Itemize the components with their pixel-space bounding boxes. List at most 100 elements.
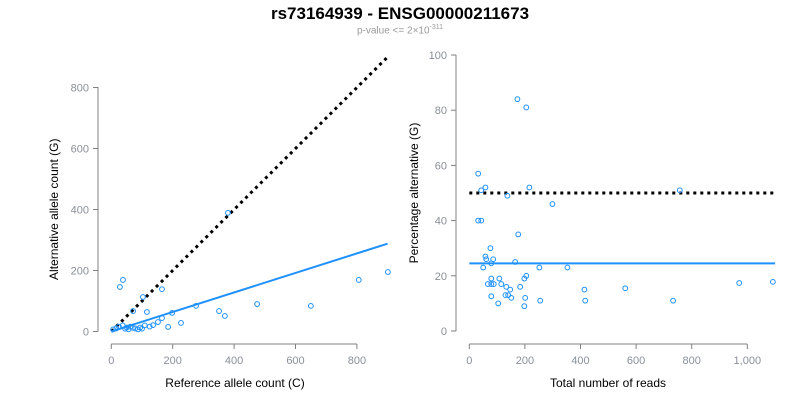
x-tick-label: 200 — [516, 355, 534, 367]
data-point — [475, 217, 482, 224]
y-tick-label: 600 — [71, 144, 89, 156]
data-point — [496, 275, 503, 282]
data-point — [159, 286, 165, 293]
x-tick-label: 800 — [683, 355, 701, 367]
data-point — [488, 275, 495, 282]
data-point — [564, 264, 571, 271]
p-value-exponent: -311 — [429, 24, 444, 31]
data-point — [307, 302, 314, 309]
x-tick-label: 0 — [108, 355, 114, 367]
panel-1: 0 200 400 600 800 0 200 400 600 800 Reference alle… — [47, 55, 391, 390]
y-axis-label: Percentage alternative (G) — [407, 123, 421, 264]
data-point — [482, 253, 489, 260]
data-point — [736, 280, 743, 286]
data-point — [165, 324, 171, 330]
data-point — [144, 309, 150, 315]
data-point — [522, 294, 529, 301]
data-point — [537, 297, 544, 304]
data-point — [225, 209, 231, 216]
data-point — [485, 281, 491, 287]
data-point — [512, 259, 519, 265]
data-point — [495, 300, 502, 307]
data-point — [482, 184, 489, 191]
data-point — [521, 303, 528, 310]
x-tick-label: 800 — [348, 355, 366, 367]
y-tick-label: 80 — [435, 105, 447, 117]
data-point — [498, 281, 505, 287]
data-point — [385, 269, 391, 275]
data-point — [475, 170, 482, 177]
data-point — [120, 277, 126, 283]
data-point — [110, 326, 117, 333]
data-point — [508, 294, 515, 301]
y-tick-label: 20 — [435, 271, 447, 283]
x-tick-label: 200 — [164, 355, 182, 367]
data-point — [139, 325, 145, 332]
data-point — [169, 309, 175, 316]
data-point — [478, 217, 485, 224]
data-point — [122, 325, 129, 332]
x-tick-label: 1,000 — [734, 355, 762, 367]
data-point — [130, 308, 136, 314]
data-point — [582, 297, 589, 304]
p-value-text: p-value <= 2×10 — [356, 25, 430, 37]
data-point — [150, 322, 156, 328]
y-tick-label: 0 — [83, 327, 89, 339]
data-point — [521, 275, 528, 282]
y-tick-label: 800 — [71, 83, 89, 95]
data-point — [523, 104, 530, 111]
x-axis-label: Total number of reads — [550, 376, 666, 390]
data-point — [193, 302, 199, 309]
data-point — [146, 323, 153, 330]
x-tick-label: 0 — [466, 355, 472, 367]
data-point — [507, 286, 514, 293]
x-tick-label: 600 — [627, 355, 645, 367]
y-tick-label: 200 — [71, 266, 89, 278]
data-point — [488, 260, 495, 267]
data-point — [140, 294, 146, 300]
data-point — [116, 284, 123, 290]
reference-line — [110, 55, 389, 333]
data-point — [483, 256, 490, 263]
data-point — [536, 264, 543, 271]
data-point — [622, 285, 629, 292]
fit-line — [110, 242, 388, 333]
data-point — [178, 320, 184, 326]
data-point — [355, 277, 362, 283]
data-point — [135, 326, 141, 333]
data-point — [502, 292, 509, 299]
y-tick-label: 0 — [441, 326, 447, 338]
chart-title: rs73164939 - ENSG00000211673 — [270, 4, 530, 23]
data-point — [676, 187, 683, 194]
y-axis-label: Alternative allele count (G) — [47, 139, 61, 280]
data-point — [670, 297, 676, 304]
data-point — [254, 301, 261, 307]
data-point — [123, 324, 130, 331]
y-tick-label: 40 — [435, 216, 447, 228]
data-point — [478, 187, 485, 194]
data-point — [549, 201, 556, 207]
data-point — [116, 323, 122, 330]
data-point — [155, 319, 161, 325]
data-point — [769, 278, 776, 285]
data-point — [488, 293, 495, 300]
data-point — [488, 281, 495, 287]
data-point — [581, 286, 588, 293]
data-point — [490, 281, 497, 287]
data-point — [517, 283, 524, 290]
x-tick-label: 400 — [225, 355, 243, 367]
y-tick-label: 400 — [71, 205, 89, 217]
x-axis-label: Reference allele count (C) — [165, 376, 304, 390]
y-tick-label: 60 — [435, 160, 447, 172]
data-point — [503, 283, 510, 290]
data-point — [514, 96, 521, 103]
data-point — [480, 264, 487, 271]
data-point — [515, 231, 522, 238]
data-point — [526, 184, 533, 191]
data-point — [221, 313, 228, 319]
chart-subtitle: p-value <= 2×10-311 — [0, 24, 800, 36]
data-point — [504, 192, 511, 199]
data-point — [129, 324, 136, 331]
y-tick-label: 100 — [429, 50, 447, 62]
data-point — [159, 315, 165, 321]
